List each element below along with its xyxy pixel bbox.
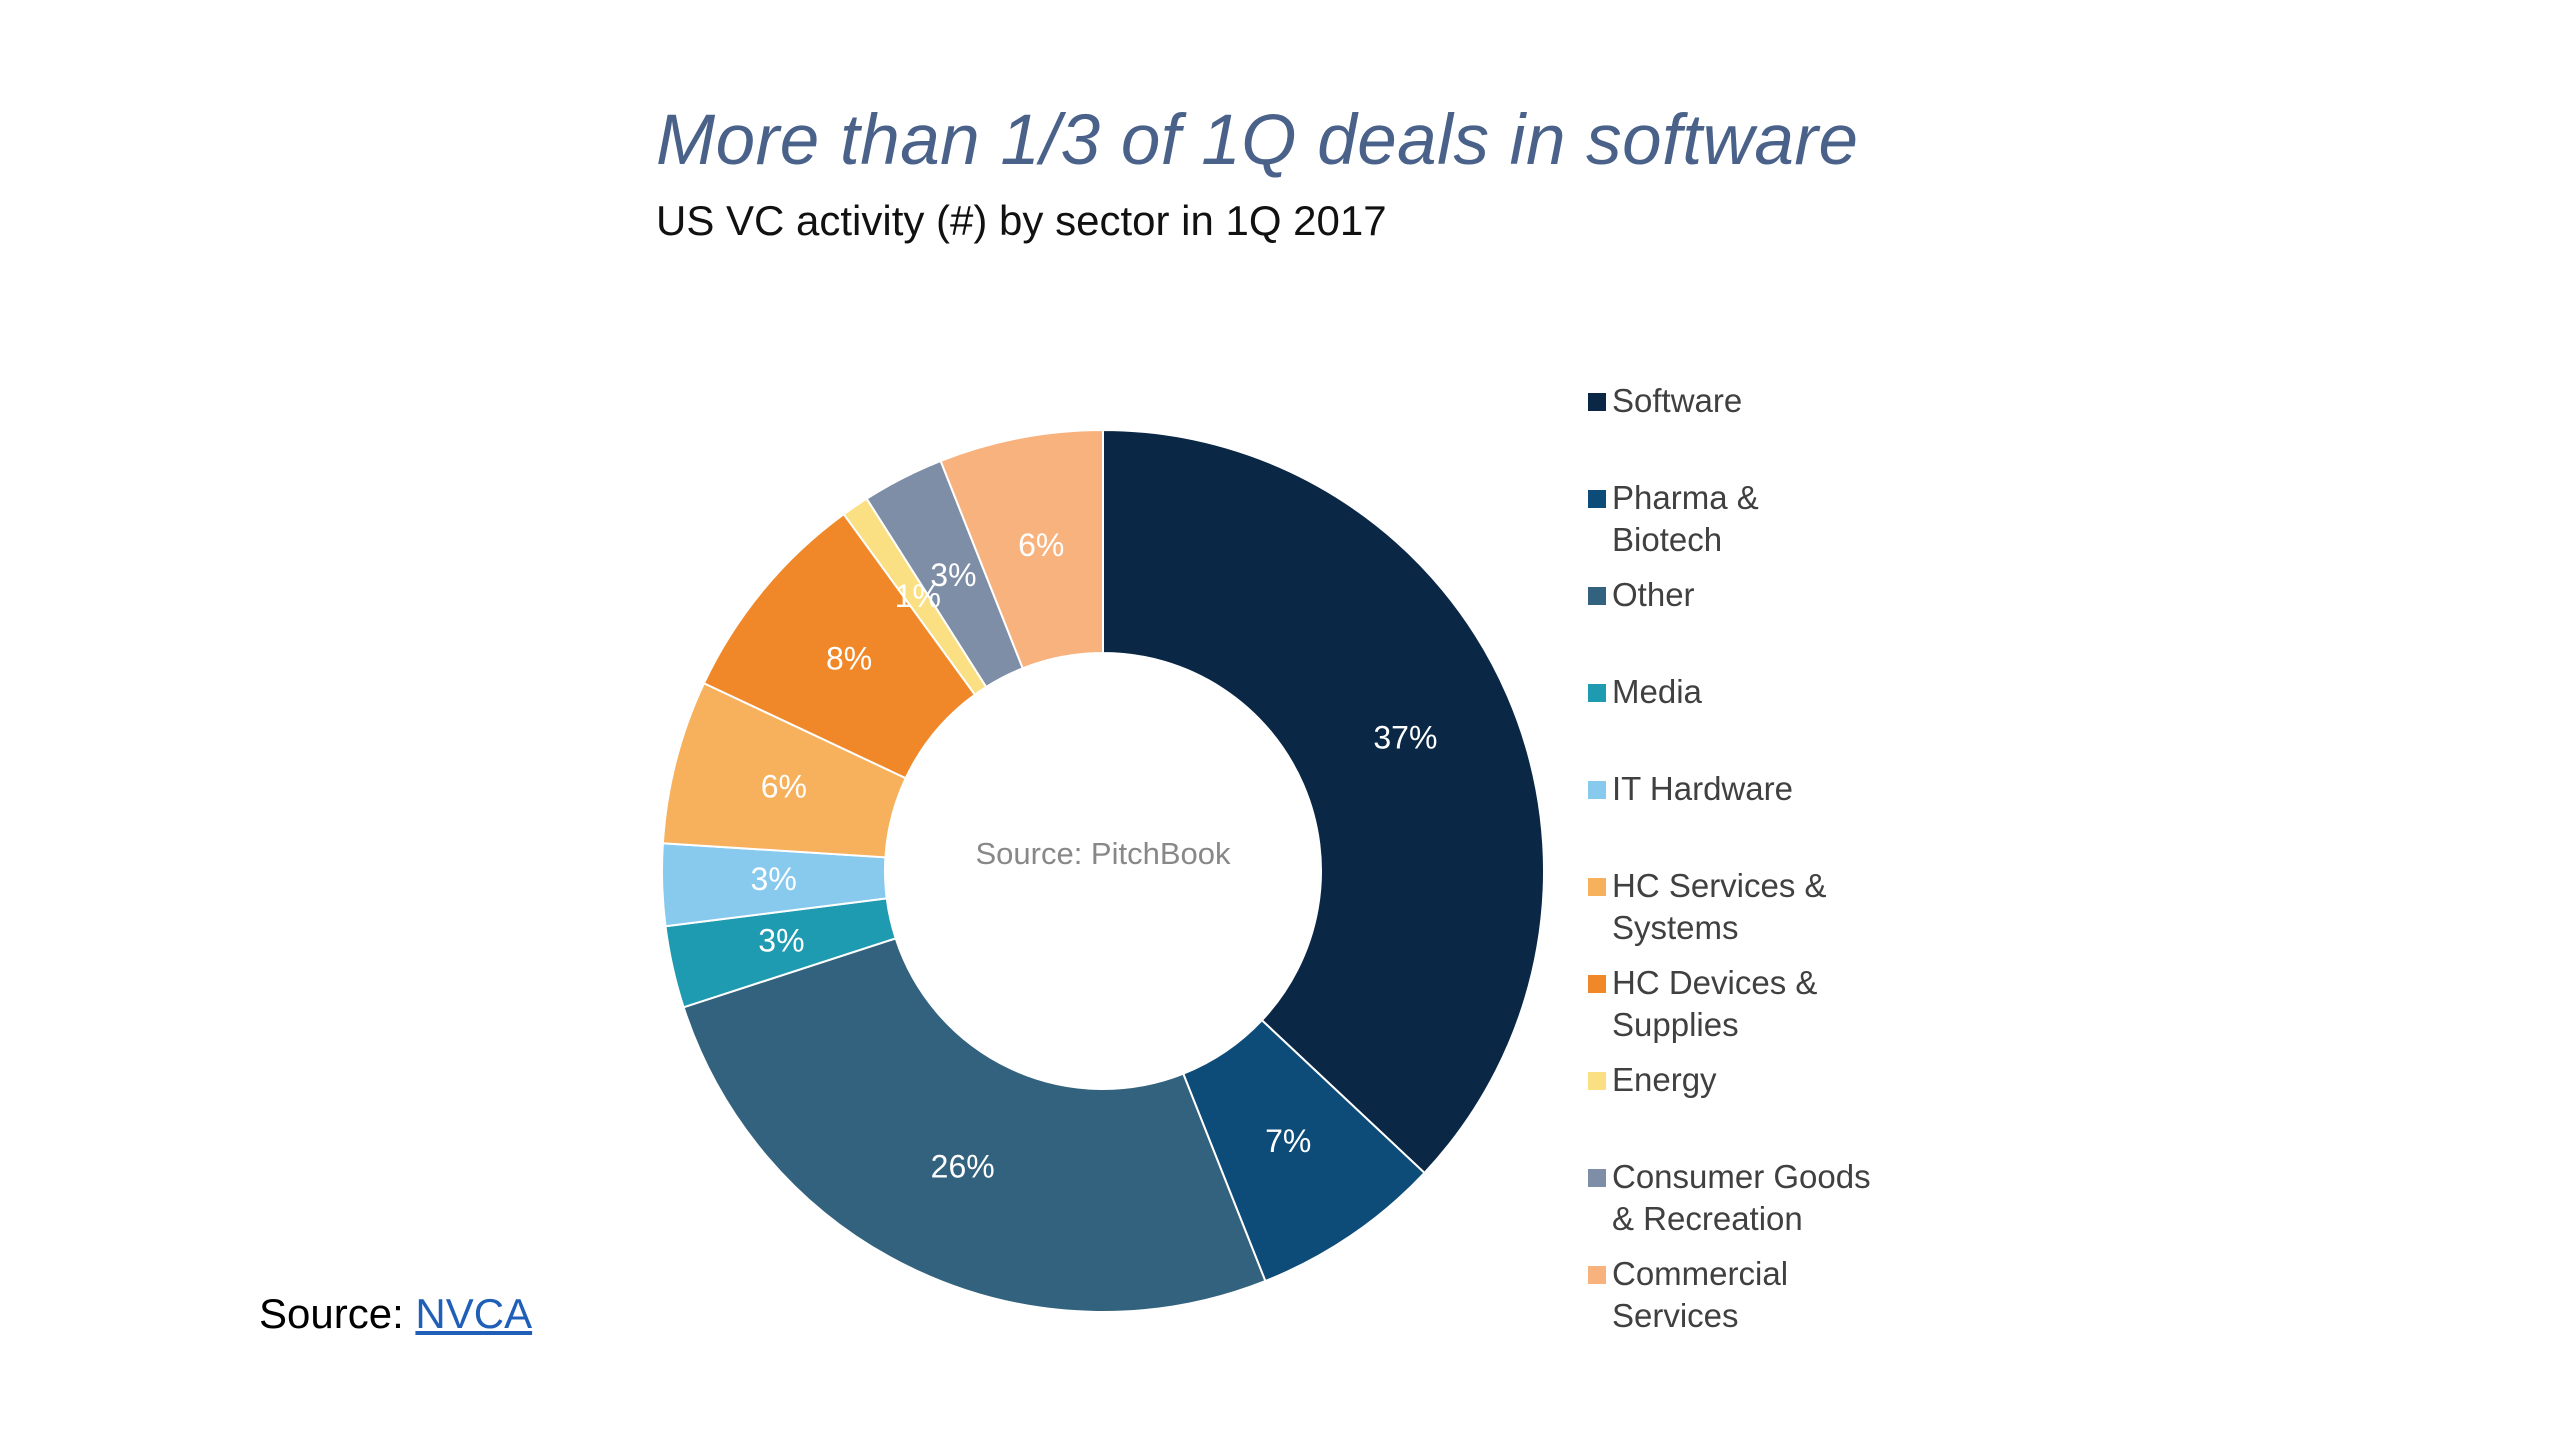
slice-commercial-services [939,428,1104,670]
legend-swatch [1588,587,1606,605]
legend-label: Consumer Goods & Recreation [1612,1158,1871,1237]
legend-item: Commercial Services [1588,1253,1788,1337]
legend-label: HC Services & Systems [1612,867,1827,946]
legend-item: Media [1588,671,1702,713]
center-label: Source: PitchBook [975,836,1231,871]
legend-swatch [1588,393,1606,411]
legend-swatch [1588,878,1606,896]
source-link[interactable]: NVCA [415,1290,533,1337]
chart-title: More than 1/3 of 1Q deals in software [656,101,1859,180]
legend-item: Energy [1588,1059,1717,1101]
legend-label: HC Devices & Supplies [1612,964,1818,1043]
legend-item: Consumer Goods & Recreation [1588,1156,1871,1240]
legend-label: Software [1612,382,1743,419]
legend-swatch [1588,490,1606,508]
legend-swatch [1588,781,1606,799]
legend-swatch [1588,1072,1606,1090]
legend-item: IT Hardware [1588,768,1793,810]
legend-label: Media [1612,673,1702,710]
slice-label: 3% [930,557,976,593]
source-prefix: Source: [259,1290,416,1337]
legend-label: Energy [1612,1061,1717,1098]
legend-label: IT Hardware [1612,770,1793,807]
legend-swatch [1588,684,1606,702]
slice-labels-layer: 37%7%26%3%3%6%8%1%3%6% [751,527,1438,1185]
slice-label: 7% [1265,1123,1311,1159]
legend-item: Pharma & Biotech [1588,477,1759,561]
legend-label: Pharma & Biotech [1612,479,1759,558]
slice-label: 6% [761,769,807,805]
chart-subtitle: US VC activity (#) by sector in 1Q 2017 [656,197,1387,244]
slice-other [682,937,1267,1313]
legend-item: HC Services & Systems [1588,865,1827,949]
chart-legend: Software Pharma & Biotech Other Media IT Har… [1588,380,2008,1360]
legend-item: Software [1588,380,1742,422]
source-note: Source: NVCA [259,1290,532,1338]
slice-label: 6% [1018,527,1064,563]
slice-label: 8% [826,640,872,676]
slice-label: 1% [895,578,941,614]
legend-swatch [1588,975,1606,993]
slice-software [1102,428,1546,1175]
legend-item: HC Devices & Supplies [1588,962,1817,1046]
legend-swatch [1588,1266,1606,1284]
slice-label: 37% [1373,720,1437,756]
slice-label: 3% [751,861,797,897]
slice-label: 3% [758,922,804,958]
legend-label: Other [1612,576,1695,613]
legend-item: Other [1588,574,1695,616]
legend-swatch [1588,1169,1606,1187]
legend-label: Commercial Services [1612,1255,1789,1334]
slices-layer [661,428,1546,1313]
slice-label: 26% [931,1149,995,1185]
